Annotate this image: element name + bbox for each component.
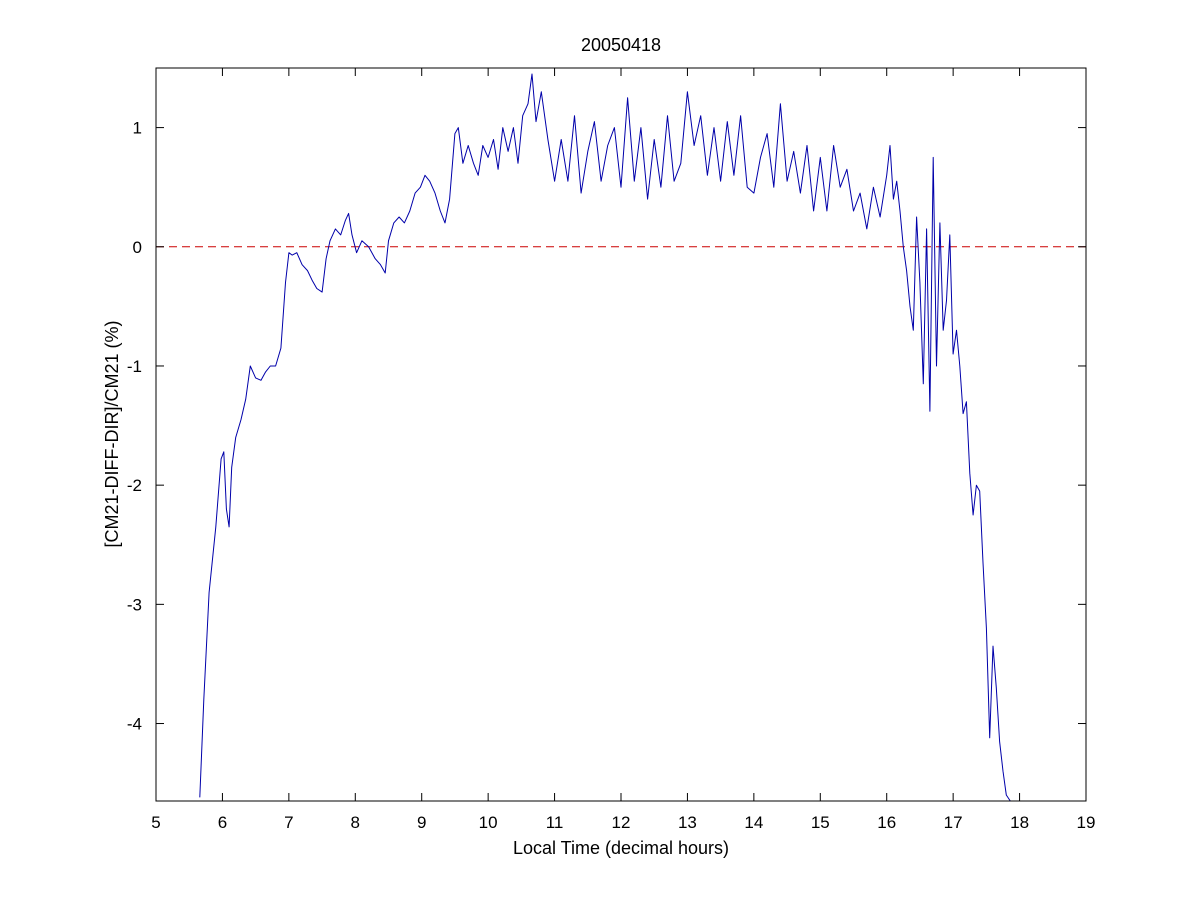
x-tick-label: 11 bbox=[546, 813, 564, 832]
x-tick-label: 8 bbox=[351, 813, 360, 832]
x-axis-label: Local Time (decimal hours) bbox=[513, 838, 729, 858]
x-tick-label: 7 bbox=[284, 813, 293, 832]
x-tick-label: 17 bbox=[944, 813, 963, 832]
y-tick-label: -3 bbox=[127, 595, 142, 614]
x-tick-label: 12 bbox=[612, 813, 631, 832]
chart-title: 20050418 bbox=[581, 35, 661, 55]
x-tick-label: 19 bbox=[1077, 813, 1096, 832]
x-tick-label: 9 bbox=[417, 813, 426, 832]
x-tick-label: 16 bbox=[877, 813, 896, 832]
y-tick-label: 1 bbox=[133, 119, 142, 138]
series-line-0 bbox=[199, 73, 1011, 802]
x-tick-label: 5 bbox=[151, 813, 160, 832]
y-axis-label: [CM21-DIFF-DIR]/CM21 (%) bbox=[102, 320, 122, 547]
x-tick-label: 14 bbox=[744, 813, 763, 832]
y-tick-label: 0 bbox=[133, 238, 142, 257]
x-tick-label: 10 bbox=[479, 813, 498, 832]
x-tick-label: 13 bbox=[678, 813, 697, 832]
y-tick-label: -4 bbox=[127, 715, 142, 734]
x-tick-label: 6 bbox=[218, 813, 227, 832]
x-tick-label: 15 bbox=[811, 813, 830, 832]
plot-area bbox=[156, 68, 1086, 801]
x-tick-label: 18 bbox=[1010, 813, 1029, 832]
y-tick-label: -2 bbox=[127, 476, 142, 495]
y-tick-label: -1 bbox=[127, 357, 142, 376]
